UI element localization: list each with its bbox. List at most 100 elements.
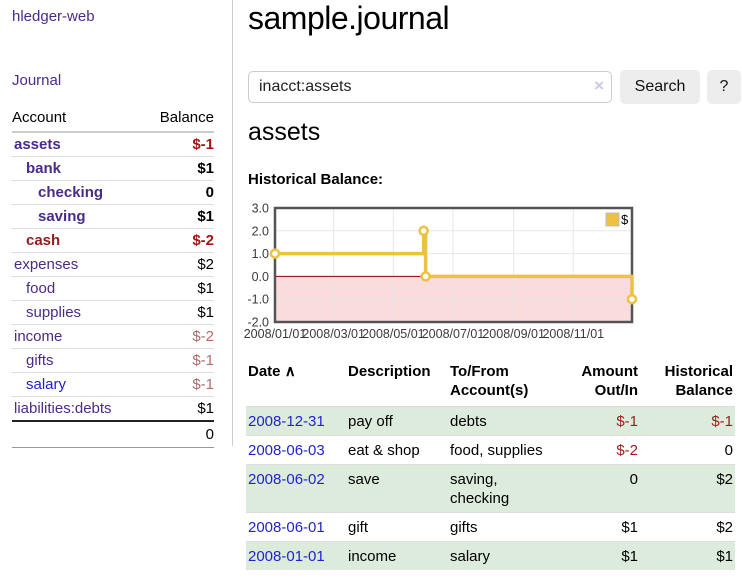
account-row: salary $-1 — [12, 372, 214, 397]
account-row: gifts $-1 — [12, 348, 214, 373]
account-balance: $-1 — [142, 372, 214, 397]
account-link[interactable]: salary — [26, 376, 67, 393]
transaction-accounts: gifts — [448, 512, 560, 542]
register-header-description: Description — [348, 363, 431, 380]
plot-border — [273, 206, 634, 324]
account-row: income $-2 — [12, 324, 214, 349]
search-box: × — [248, 71, 612, 103]
account-balance: $1 — [142, 156, 214, 181]
clear-search-icon[interactable]: × — [594, 76, 604, 95]
y-tick-label: 2.0 — [252, 224, 269, 238]
page-title: sample.journal — [248, 0, 450, 36]
account-link[interactable]: expenses — [14, 256, 79, 273]
register-header-balance: Historical Balance — [664, 363, 733, 399]
register-table: Date ∧ Description To/From Account(s) Am… — [246, 360, 735, 570]
account-row: assets $-1 — [12, 132, 214, 157]
x-tick-label: 2008/07/01 — [422, 327, 485, 341]
x-tick-label: 2008/05/01 — [362, 327, 425, 341]
account-row: expenses $2 — [12, 252, 214, 277]
register-header-amount: Amount Out/In — [581, 363, 638, 399]
x-tick-label: 2008/03/01 — [302, 327, 365, 341]
transaction-balance: $2 — [640, 464, 735, 513]
account-row: liabilities:debts $1 — [12, 396, 214, 421]
legend-label: $ — [621, 212, 629, 227]
help-button[interactable]: ? — [707, 70, 741, 104]
accounts-total-value: 0 — [12, 420, 214, 448]
search-input[interactable] — [248, 71, 612, 103]
transaction-amount: $-1 — [560, 406, 640, 436]
transaction-description: income — [346, 541, 448, 570]
search-row: × Search ? — [248, 70, 741, 104]
register-header-date: Date ∧ — [248, 363, 296, 380]
sidebar-item-journal[interactable]: Journal — [12, 72, 62, 89]
account-row: cash $-2 — [12, 228, 214, 253]
transaction-date-link[interactable]: 2008-01-01 — [248, 548, 325, 565]
transaction-amount: $1 — [560, 512, 640, 542]
account-balance: $-2 — [142, 228, 214, 253]
transaction-date-link[interactable]: 2008-06-02 — [248, 471, 325, 488]
account-link[interactable]: bank — [26, 160, 62, 177]
account-link[interactable]: gifts — [26, 352, 54, 369]
transaction-balance: 0 — [640, 435, 735, 465]
data-point-marker — [269, 248, 281, 259]
account-link[interactable]: cash — [26, 232, 61, 249]
legend-swatch-icon — [605, 212, 620, 227]
transaction-description: save — [346, 464, 448, 513]
data-point-marker — [418, 225, 429, 237]
account-link[interactable]: income — [14, 328, 63, 345]
sort-ascending-icon: ∧ — [284, 363, 296, 380]
account-link[interactable]: food — [26, 280, 56, 297]
account-balance: $-1 — [142, 348, 214, 373]
transaction-balance: $2 — [640, 512, 735, 542]
y-tick-label: 0.0 — [252, 270, 269, 284]
balance-chart: 3.0 2.0 1.0 0.0 -1.0 -2.0 2008/01/01 2008/03/01… — [240, 200, 742, 350]
account-link[interactable]: liabilities:debts — [14, 400, 112, 417]
account-link[interactable]: checking — [38, 184, 104, 201]
y-tick-label: 1.0 — [252, 247, 269, 261]
transaction-balance: $-1 — [640, 406, 735, 436]
account-row: bank $1 — [12, 156, 214, 181]
account-row: saving $1 — [12, 204, 214, 229]
transaction-date-link[interactable]: 2008-06-03 — [248, 442, 325, 459]
y-tick-label: 3.0 — [252, 202, 269, 216]
transaction-balance: $1 — [640, 541, 735, 570]
account-row: checking 0 — [12, 180, 214, 205]
account-row: supplies $1 — [12, 300, 214, 325]
transaction-date-link[interactable]: 2008-12-31 — [248, 413, 325, 430]
account-balance: $1 — [142, 300, 214, 325]
app-title-link[interactable]: hledger-web — [12, 8, 95, 25]
sidebar: hledger-web Journal Account Balance asse… — [0, 0, 233, 448]
chart-title: Historical Balance: — [248, 171, 384, 188]
transaction-date-link[interactable]: 2008-06-01 — [248, 519, 325, 536]
y-tick-label: -2.0 — [247, 316, 269, 330]
accounts-table: Account Balance assets $-1 bank $1 check… — [12, 106, 214, 448]
account-balance: $1 — [142, 204, 214, 229]
y-tick-label: -1.0 — [247, 293, 269, 307]
account-link[interactable]: assets — [14, 136, 61, 153]
account-balance: $1 — [142, 396, 214, 421]
accounts-total-row: 0 — [12, 420, 214, 448]
account-link[interactable]: supplies — [26, 304, 82, 321]
account-link[interactable]: saving — [38, 208, 86, 225]
account-row: food $1 — [12, 276, 214, 301]
account-balance: 0 — [142, 180, 214, 205]
transaction-amount: $1 — [560, 541, 640, 570]
transaction-accounts: saving, checking — [448, 464, 560, 513]
account-balance: $-1 — [192, 136, 214, 153]
transaction-amount: 0 — [560, 464, 640, 513]
register-row: 2008-06-01 gift gifts $1 $2 — [246, 512, 735, 542]
transaction-description: eat & shop — [346, 435, 448, 465]
balance-chart-svg: 3.0 2.0 1.0 0.0 -1.0 -2.02008/01/012008/03/01… — [244, 202, 638, 341]
accounts-header-row: Account Balance — [12, 106, 214, 133]
search-button[interactable]: Search — [620, 70, 700, 104]
account-heading: assets — [248, 118, 321, 146]
register-header-accounts: To/From Account(s) — [450, 363, 529, 399]
register-row: 2008-06-02 save saving, checking 0 $2 — [246, 464, 735, 513]
register-header-row: Date ∧ Description To/From Account(s) Am… — [246, 360, 735, 407]
x-tick-label: 2008/11/01 — [542, 327, 604, 341]
x-tick-label: 2008/09/01 — [482, 327, 545, 341]
transaction-accounts: debts — [448, 406, 560, 436]
account-balance: $-2 — [142, 324, 214, 349]
register-row: 2008-12-31 pay off debts $-1 $-1 — [246, 406, 735, 436]
data-point-marker — [626, 293, 638, 305]
